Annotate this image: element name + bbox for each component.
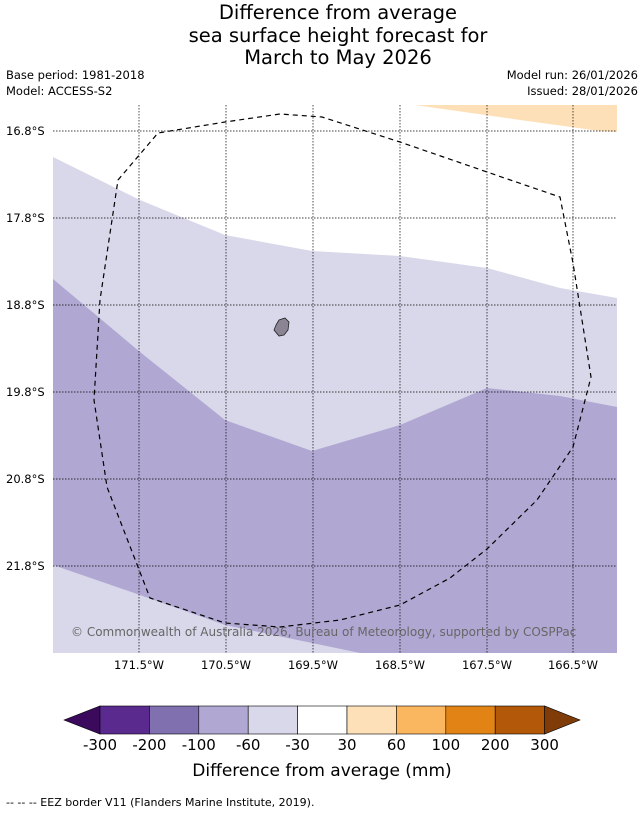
lat-label: 20.8°S <box>6 472 45 486</box>
colorbar-segment <box>198 705 249 735</box>
colorbar-tick-label: -200 <box>132 736 167 754</box>
colorbar-segment <box>247 705 298 735</box>
lon-label: 167.5°W <box>462 658 512 672</box>
lon-label: 166.5°W <box>548 658 598 672</box>
colorbar-tick-label: -100 <box>181 736 216 754</box>
issued-date: Issued: 28/01/2026 <box>527 84 638 98</box>
lon-label: 169.5°W <box>288 658 338 672</box>
title-line-1: Difference from average <box>218 1 458 24</box>
lower-light-negative-region <box>53 565 360 653</box>
colorbar-tick-label: -300 <box>82 736 118 754</box>
lon-label: 170.5°W <box>201 658 251 672</box>
colorbar-segment <box>99 705 150 735</box>
chart-title: Difference from average sea surface heig… <box>0 1 644 70</box>
meta-left: Base period: 1981-2018 Model: ACCESS-S2 <box>6 67 145 99</box>
colorbar-segment <box>346 705 397 735</box>
mid-negative-region <box>53 279 617 653</box>
lat-label: 16.8°S <box>6 124 45 138</box>
colorbar-tick-label: -60 <box>235 736 261 754</box>
colorbar-tick-label: 30 <box>337 736 357 754</box>
footnote-eez: -- -- -- EEZ border V11 (Flanders Marine… <box>6 796 315 809</box>
base-period: Base period: 1981-2018 <box>6 68 145 82</box>
lon-label: 171.5°W <box>114 658 164 672</box>
model-run: Model run: 26/01/2026 <box>506 68 638 82</box>
colorbar-title: Difference from average (mm) <box>192 761 452 781</box>
title-line-3: March to May 2026 <box>244 46 432 69</box>
lat-label: 17.8°S <box>6 211 45 225</box>
colorbar-tick-label: 300 <box>530 736 559 754</box>
graticule <box>53 105 617 653</box>
lon-label: 168.5°W <box>375 658 425 672</box>
colorbar-tick-label: 60 <box>386 736 406 754</box>
colorbar-segment <box>494 705 545 735</box>
colorbar-segment <box>149 705 200 735</box>
colorbar <box>63 705 581 735</box>
colorbar-tick-label: -30 <box>285 736 310 754</box>
lat-label: 18.8°S <box>6 298 45 312</box>
lat-label: 21.8°S <box>6 559 45 573</box>
copyright-notice: © Commonwealth of Australia 2026, Bureau… <box>71 625 577 639</box>
colorbar-segment <box>297 705 348 735</box>
island-land <box>273 317 290 337</box>
colorbar-tick-label: 100 <box>431 736 461 754</box>
model-name: Model: ACCESS-S2 <box>6 84 113 98</box>
colorbar-tick-label: 200 <box>480 736 510 754</box>
colorbar-high-extend <box>544 705 581 735</box>
meta-right: Model run: 26/01/2026 Issued: 28/01/2026 <box>507 67 638 99</box>
positive-30-60-region <box>415 105 617 132</box>
lat-label: 19.8°S <box>6 385 45 399</box>
colorbar-segment <box>445 705 496 735</box>
title-line-2: sea surface height forecast for <box>188 23 488 47</box>
colorbar-low-extend <box>63 705 101 735</box>
colorbar-segment <box>396 705 447 735</box>
